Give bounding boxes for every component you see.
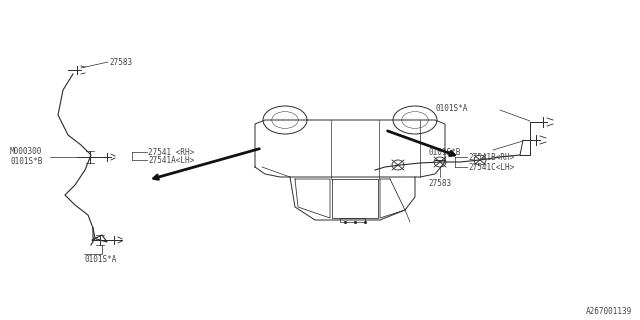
Text: 0101S*B: 0101S*B [428, 148, 460, 156]
Text: 27541 <RH>: 27541 <RH> [148, 148, 195, 156]
Text: 0101S*A: 0101S*A [84, 255, 116, 265]
Text: 27541B<RH>: 27541B<RH> [468, 153, 515, 162]
Text: 27541A<LH>: 27541A<LH> [148, 156, 195, 164]
Text: 0101S*A: 0101S*A [435, 103, 467, 113]
Text: 27583: 27583 [428, 179, 451, 188]
Text: 27541C<LH>: 27541C<LH> [468, 163, 515, 172]
Text: 27583: 27583 [109, 58, 132, 67]
Text: A267001139: A267001139 [586, 308, 632, 316]
Text: 0101S*B: 0101S*B [10, 156, 42, 165]
Text: M000300: M000300 [10, 147, 42, 156]
